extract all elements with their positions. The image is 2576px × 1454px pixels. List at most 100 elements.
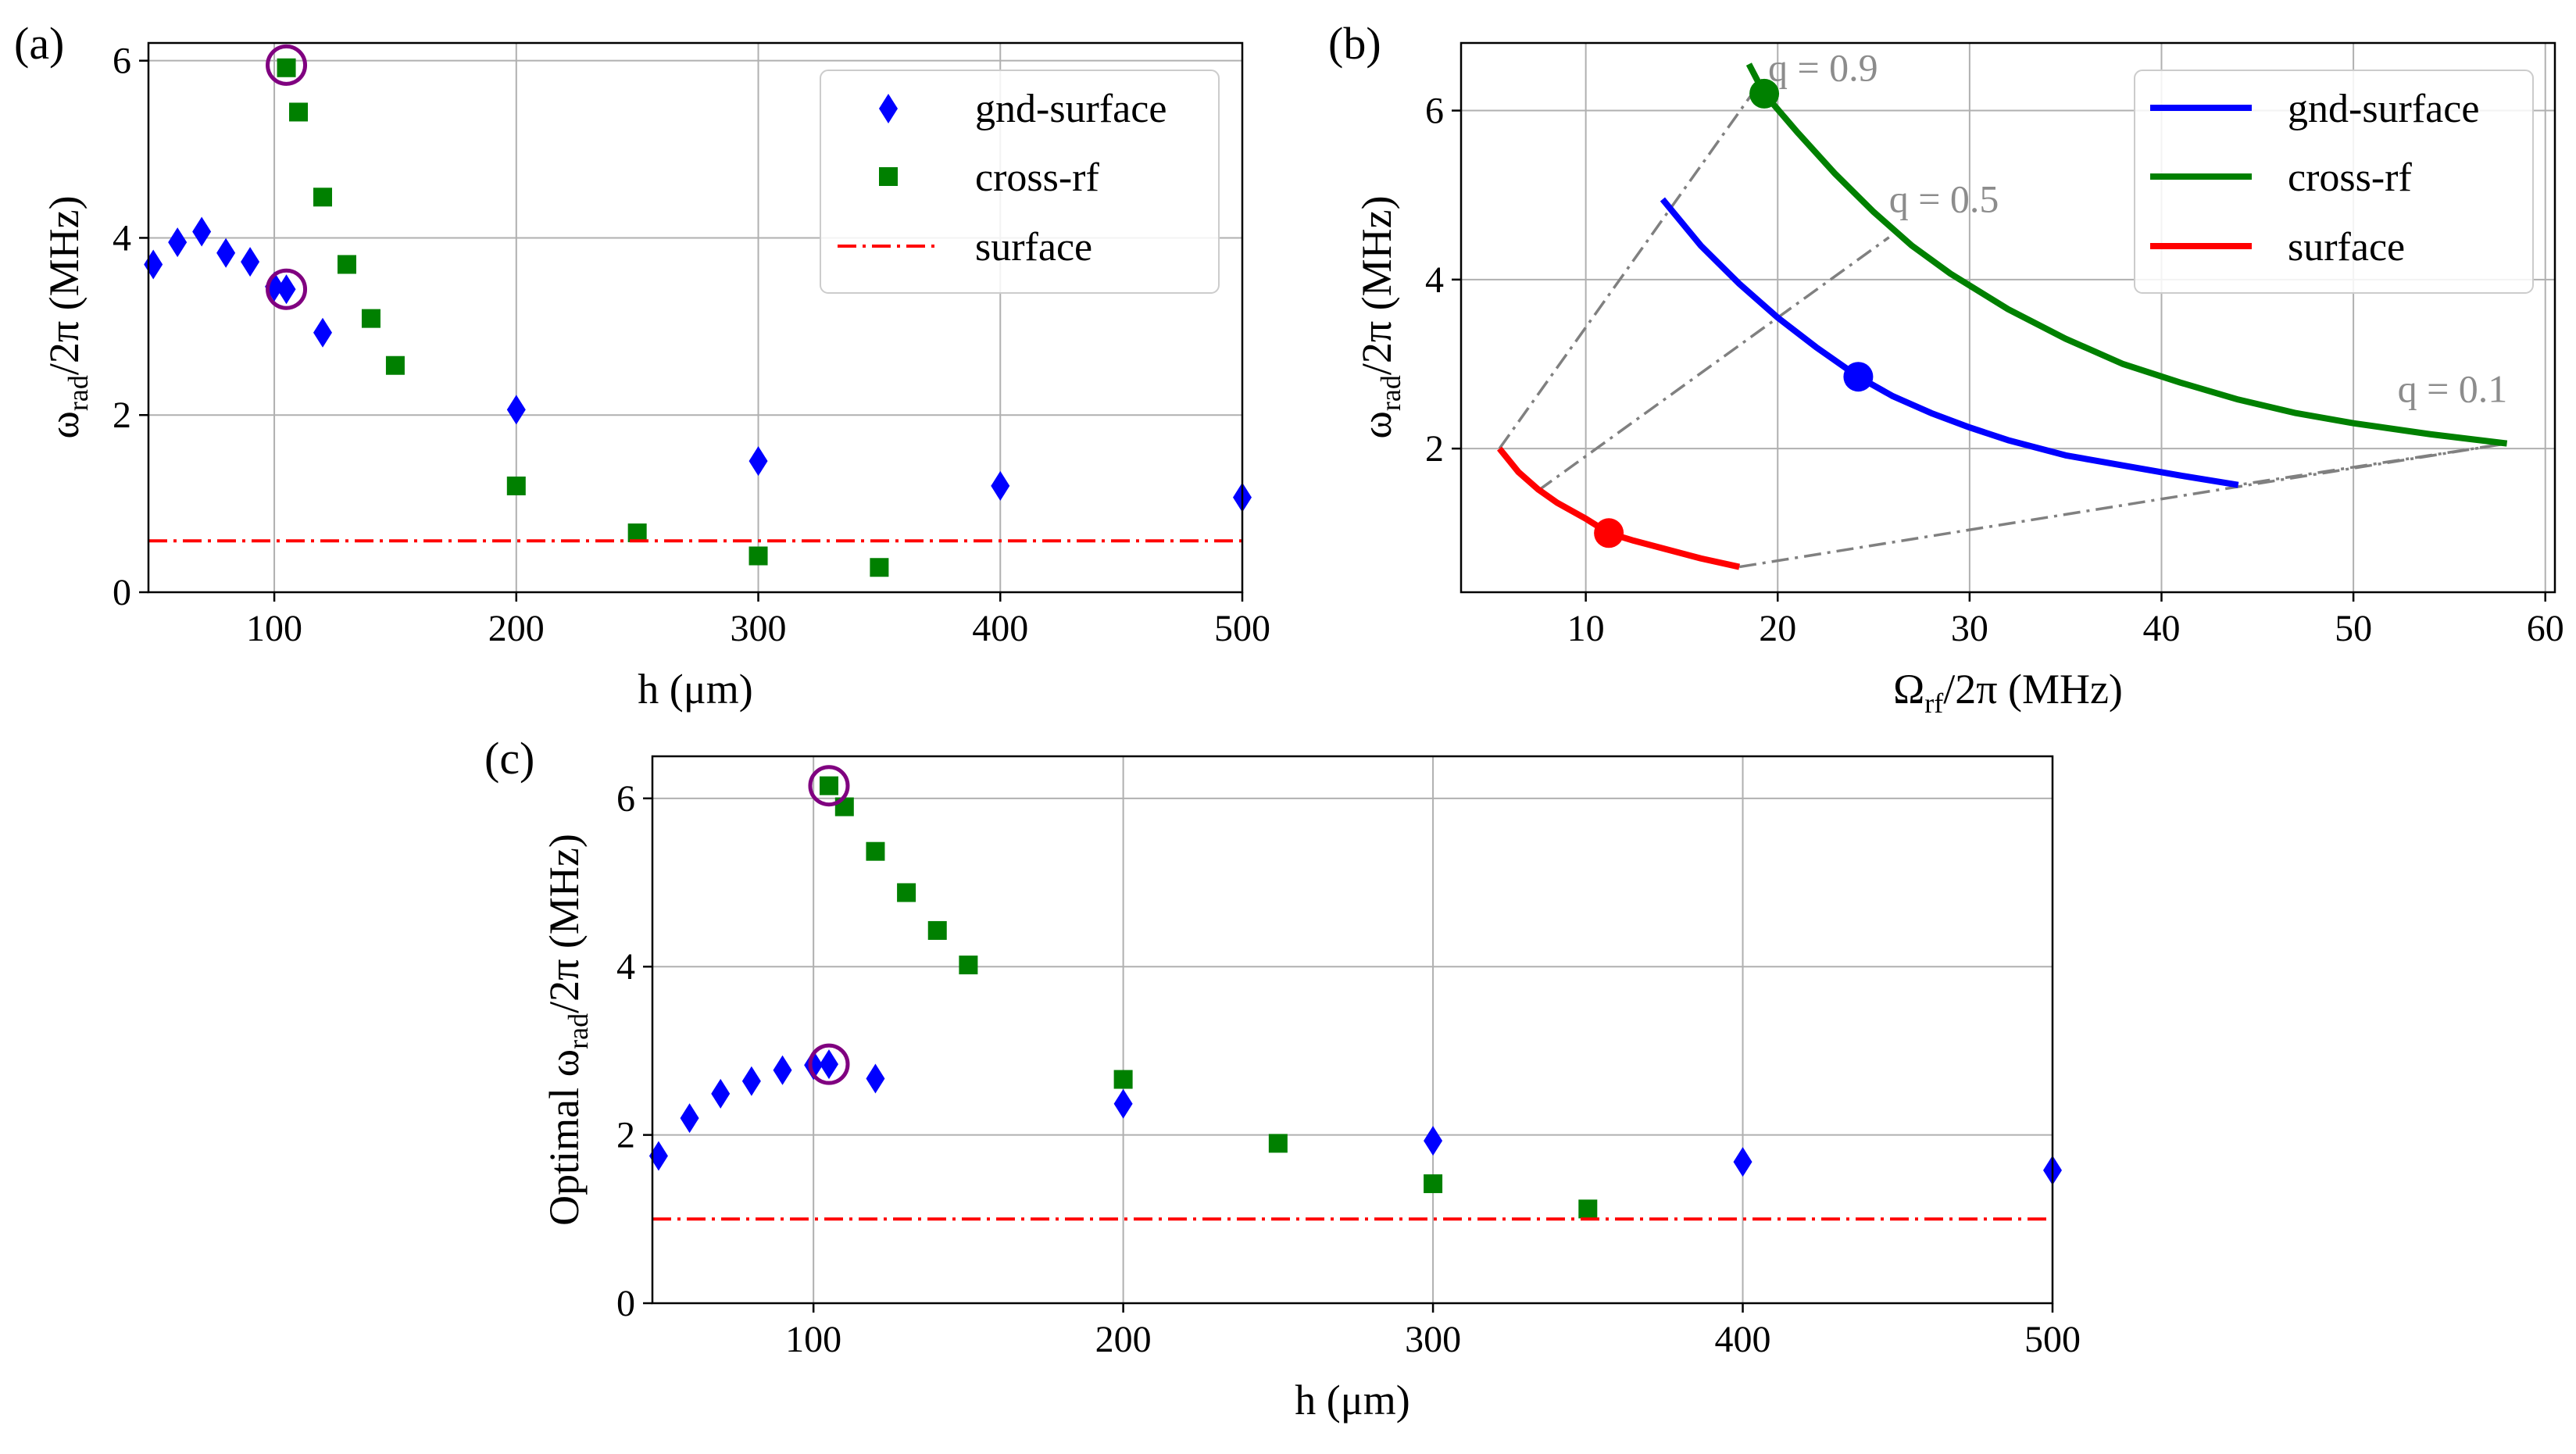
gnd-surface-point: [819, 1049, 838, 1080]
cross-rf-point: [361, 309, 381, 328]
panel-b-frame: [1459, 41, 2556, 594]
cross-rf-point: [927, 920, 947, 940]
panel-c-frame: [651, 755, 2054, 1305]
x-tick-label: 500: [2024, 1319, 2081, 1360]
panel-a-ylabel: ωrad/2π (MHz): [41, 195, 94, 438]
panel-a: (a) 100 200 300 400 500 0 2 4 6 h (μm) ωrad/2π (…: [14, 18, 1270, 713]
panel-b-marks: q = 0.9 q = 0.5 q = 0.1: [1497, 46, 2508, 570]
y-tick-label: 2: [1425, 428, 1444, 470]
legend-b-gnd-label: gnd-surface: [2288, 87, 2479, 131]
gnd-surface-point: [277, 274, 296, 305]
legend-cross-label: cross-rf: [975, 155, 1100, 200]
gnd-surface-point: [680, 1103, 699, 1134]
cross-rf-point: [897, 883, 916, 902]
panel-c-ticks: 100 200 300 400 500 0 2 4 6: [616, 778, 2081, 1360]
highlight-circle: [266, 44, 308, 86]
cross-rf-point: [385, 355, 405, 375]
y-tick-label: 6: [113, 41, 131, 82]
gnd-surface-point: [144, 249, 163, 280]
gnd-surface-point: [1113, 1088, 1133, 1119]
x-tick-label: 200: [488, 608, 545, 649]
x-tick-label: 300: [1405, 1319, 1461, 1360]
y-tick-label: 0: [616, 1283, 635, 1324]
y-tick-label: 6: [1425, 91, 1444, 132]
gnd-surface-point: [991, 470, 1010, 501]
cross-rf-point: [627, 523, 647, 543]
y-tick-label: 6: [616, 778, 635, 820]
x-tick-label: 60: [2527, 608, 2564, 649]
q-line: [1498, 76, 1766, 450]
gnd-surface-point: [866, 1063, 885, 1094]
panel-a-marks: [144, 44, 1252, 577]
cross-rf-point: [337, 255, 356, 274]
x-tick-label: 400: [1715, 1319, 1771, 1360]
gnd-surface-point: [241, 247, 260, 277]
x-tick-label: 30: [1951, 608, 1988, 649]
gnd-surface-point: [168, 227, 188, 258]
cross-rf-point: [289, 102, 309, 122]
panel-b: (b) q = 0.9 q = 0.5 q = 0.1 10 20 30 40 50 60 2 4…: [1328, 18, 2564, 719]
surface-operating-point: [1594, 518, 1624, 548]
highlight-circle: [808, 1043, 850, 1085]
cross-rf-point: [1113, 1070, 1133, 1089]
panel-c-ylabel: Optimal ωrad/2π (MHz): [541, 834, 594, 1226]
q-label: q = 0.5: [1889, 177, 1999, 220]
legend-surface-label: surface: [975, 225, 1092, 270]
y-tick-label: 4: [1425, 259, 1444, 301]
panel-b-xlabel: Ωrf/2π (MHz): [1893, 666, 2123, 719]
y-tick-label: 0: [113, 572, 131, 613]
x-tick-label: 10: [1567, 608, 1605, 649]
x-tick-label: 500: [1214, 608, 1270, 649]
cross-rf-operating-point: [1749, 78, 1780, 109]
panel-b-legend: gnd-surface cross-rf surface: [2134, 70, 2534, 294]
panel-a-frame: [147, 41, 1244, 594]
panel-a-legend: gnd-surface cross-rf surface: [820, 70, 1220, 294]
q-label: q = 0.1: [2398, 367, 2508, 411]
legend-b-surface-label: surface: [2288, 225, 2405, 270]
highlight-circle: [808, 765, 850, 807]
x-tick-label: 40: [2142, 608, 2180, 649]
y-tick-label: 2: [616, 1115, 635, 1156]
cross-rf-point: [959, 956, 978, 975]
highlight-circle: [266, 268, 308, 310]
y-tick-label: 2: [113, 395, 131, 436]
gnd-surface-point: [804, 1050, 824, 1081]
q-line: [1738, 441, 2507, 569]
panel-c-label: (c): [484, 733, 534, 784]
cross-rf-point: [870, 558, 889, 577]
x-tick-label: 50: [2335, 608, 2372, 649]
panel-b-ylabel: ωrad/2π (MHz): [1353, 195, 1406, 438]
x-tick-label: 100: [246, 608, 302, 649]
legend-gnd-label: gnd-surface: [975, 87, 1167, 131]
panel-c-grid: [652, 756, 2053, 1304]
panel-a-ticks: 100 200 300 400 500 0 2 4 6: [113, 41, 1270, 649]
gnd-surface-point: [648, 1141, 668, 1171]
gnd-surface-point: [192, 216, 212, 247]
legend-gnd-marker: [879, 94, 898, 123]
panel-c-marks: [648, 765, 2062, 1221]
gnd-surface-curve: [1660, 197, 2239, 488]
cross-rf-point: [277, 58, 296, 77]
gnd-surface-point: [1733, 1147, 1752, 1177]
gnd-surface-point: [773, 1055, 792, 1085]
gnd-surface-operating-point: [1843, 362, 1874, 392]
q-line: [1537, 236, 1890, 492]
gnd-surface-point: [313, 317, 333, 348]
cross-rf-point: [749, 546, 768, 566]
cross-rf-point: [1424, 1174, 1443, 1194]
y-tick-label: 4: [616, 946, 635, 988]
cross-rf-point: [866, 841, 885, 861]
x-tick-label: 100: [785, 1319, 841, 1360]
cross-rf-point: [313, 188, 333, 207]
y-tick-label: 4: [113, 217, 131, 259]
cross-rf-point: [1578, 1199, 1598, 1219]
panel-b-label: (b): [1328, 18, 1381, 69]
cross-rf-curve: [1745, 63, 2508, 447]
x-tick-label: 20: [1759, 608, 1796, 649]
legend-cross-marker: [879, 167, 898, 186]
panel-a-label: (a): [14, 18, 64, 69]
legend-b-cross-label: cross-rf: [2288, 155, 2413, 200]
gnd-surface-point: [506, 395, 526, 425]
panel-a-xlabel: h (μm): [638, 666, 752, 713]
